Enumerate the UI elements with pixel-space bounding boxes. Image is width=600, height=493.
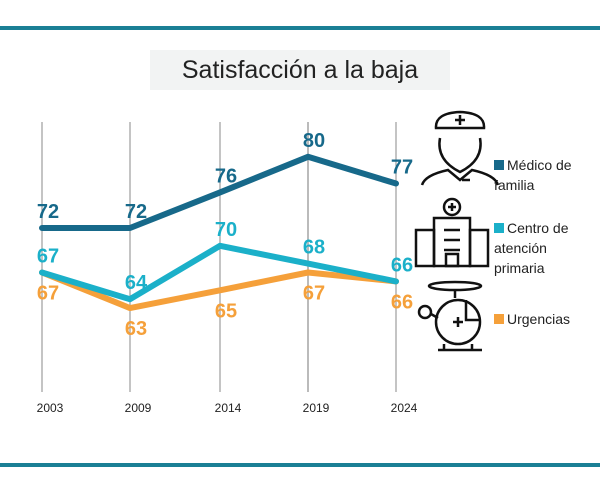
legend-item-medico: Médico de familia [494, 155, 594, 195]
data-label: 66 [391, 254, 413, 276]
chart-title: Satisfacción a la baja [181, 55, 419, 84]
data-label: 63 [125, 318, 147, 340]
x-tick-label: 2014 [215, 401, 242, 415]
legend-label: Centro de atención primaria [494, 220, 569, 276]
legend-swatch [494, 223, 504, 233]
data-label: 68 [303, 237, 325, 259]
data-label: 80 [303, 130, 325, 152]
data-label: 77 [391, 157, 413, 179]
series-line [39, 269, 399, 312]
legend-label: Médico de familia [494, 157, 572, 193]
x-tick-label: 2024 [391, 401, 418, 415]
legend-item-urgencias: Urgencias [494, 309, 594, 329]
x-tick-label: 2009 [125, 401, 152, 415]
data-label: 72 [37, 201, 59, 223]
x-tick-label: 2019 [303, 401, 330, 415]
data-label: 76 [215, 165, 237, 187]
legend-swatch [494, 314, 504, 324]
top-rule [0, 26, 600, 30]
data-label: 72 [125, 201, 147, 223]
bottom-rule [0, 463, 600, 467]
data-label: 65 [215, 300, 237, 322]
legend-item-centro: Centro de atención primaria [494, 218, 594, 278]
data-label: 64 [125, 272, 148, 294]
data-label: 67 [37, 283, 59, 305]
series-line [39, 153, 399, 231]
legend-swatch [494, 160, 504, 170]
x-tick-label: 2003 [37, 401, 64, 415]
title-box: Satisfacción a la baja [150, 50, 450, 90]
data-label: 67 [303, 283, 325, 305]
data-label: 67 [37, 246, 59, 268]
series-line [39, 242, 399, 303]
legend-label: Urgencias [507, 311, 571, 327]
data-label: 70 [215, 219, 237, 241]
data-label: 66 [391, 291, 413, 313]
